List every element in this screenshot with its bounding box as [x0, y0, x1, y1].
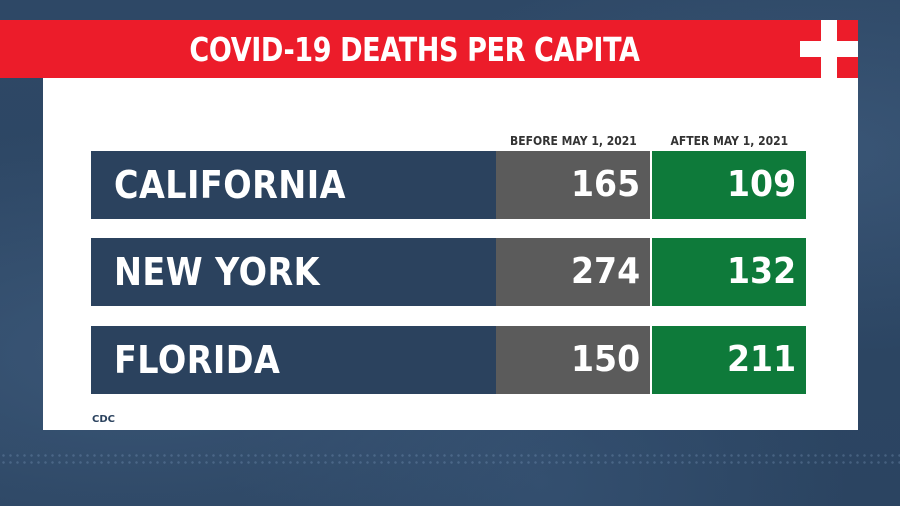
chart-title: COVID-19 DEATHS PER CAPITA [188, 29, 640, 69]
row-label: CALIFORNIA [91, 151, 496, 219]
value-before: 165 [496, 151, 650, 219]
medical-cross-icon [800, 20, 858, 78]
table-row-california: CALIFORNIA 165 109 [91, 151, 806, 219]
value-before: 274 [496, 238, 650, 306]
column-header-after: AFTER MAY 1, 2021 [670, 134, 788, 148]
background-dot-pattern [0, 452, 900, 466]
title-bar: COVID-19 DEATHS PER CAPITA [0, 20, 858, 78]
value-before: 150 [496, 326, 650, 394]
value-after: 211 [652, 326, 806, 394]
column-header-before: BEFORE MAY 1, 2021 [509, 134, 637, 148]
row-label: FLORIDA [91, 326, 496, 394]
row-label: NEW YORK [91, 238, 496, 306]
table-row-florida: FLORIDA 150 211 [91, 326, 806, 394]
value-after: 109 [652, 151, 806, 219]
value-after: 132 [652, 238, 806, 306]
source-credit: CDC [92, 414, 115, 425]
table-row-new-york: NEW YORK 274 132 [91, 238, 806, 306]
